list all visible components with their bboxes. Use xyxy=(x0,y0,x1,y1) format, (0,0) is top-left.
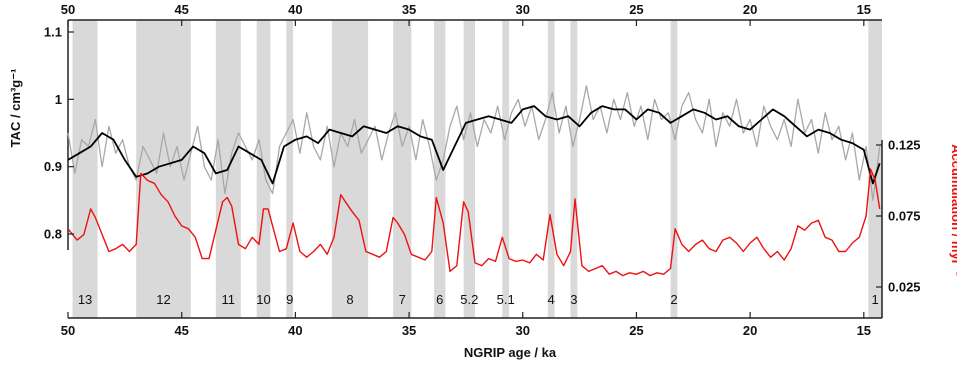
axis-ticks: 505045454040353530302525202015150.80.911… xyxy=(44,2,921,338)
x-tick-label-bottom: 30 xyxy=(516,323,530,338)
stadial-band xyxy=(393,20,412,318)
stadial-label: 9 xyxy=(286,292,293,307)
axes-frame xyxy=(67,19,883,319)
x-tick-label-top: 25 xyxy=(629,2,643,17)
stadial-band xyxy=(286,20,294,318)
stadial-label: 12 xyxy=(156,292,170,307)
stadial-band xyxy=(547,20,555,318)
x-tick-label-bottom: 40 xyxy=(288,323,302,338)
stadial-band xyxy=(463,20,475,318)
y-tick-label-left: 0.8 xyxy=(44,227,62,242)
x-tick-label-top: 50 xyxy=(61,2,75,17)
stadial-bands xyxy=(72,20,882,318)
x-tick-label-bottom: 50 xyxy=(61,323,75,338)
stadial-band xyxy=(670,20,678,318)
series-line-accumulation xyxy=(67,168,881,277)
stadial-label: 11 xyxy=(222,292,236,307)
x-tick-label-bottom: 25 xyxy=(629,323,643,338)
x-tick-label-bottom: 35 xyxy=(402,323,416,338)
stadial-band xyxy=(868,20,882,318)
stadial-band xyxy=(502,20,510,318)
y-tick-label-right: 0.025 xyxy=(888,280,921,295)
stadial-label: 6 xyxy=(436,292,443,307)
y-tick-label-left: 1 xyxy=(55,92,62,107)
x-tick-label-bottom: 15 xyxy=(857,323,871,338)
y-tick-label-left: 1.1 xyxy=(44,25,62,40)
stadial-label: 2 xyxy=(670,292,677,307)
stadial-band xyxy=(570,20,578,318)
right-y-axis-label: Accumulation / myr⁻¹ xyxy=(949,144,957,276)
x-tick-label-top: 20 xyxy=(743,2,757,17)
stadial-band xyxy=(136,20,191,318)
series-lines xyxy=(67,85,881,277)
y-tick-label-left: 0.9 xyxy=(44,159,62,174)
x-tick-label-top: 30 xyxy=(516,2,530,17)
stadial-label: 13 xyxy=(78,292,92,307)
series-line-tac-smoothed xyxy=(67,105,881,185)
stadial-label: 7 xyxy=(399,292,406,307)
x-tick-label-bottom: 20 xyxy=(743,323,757,338)
stadial-label: 1 xyxy=(872,292,879,307)
stadial-band xyxy=(331,20,369,318)
x-tick-label-top: 15 xyxy=(857,2,871,17)
stadial-band xyxy=(72,20,98,318)
x-tick-label-bottom: 45 xyxy=(174,323,188,338)
x-tick-label-top: 45 xyxy=(174,2,188,17)
x-tick-label-top: 35 xyxy=(402,2,416,17)
x-tick-label-top: 40 xyxy=(288,2,302,17)
stadial-label: 5.2 xyxy=(460,292,478,307)
x-axis-label: NGRIP age / ka xyxy=(464,345,557,360)
y-tick-label-right: 0.125 xyxy=(888,138,921,153)
stadial-label: 4 xyxy=(548,292,555,307)
stadial-label: 8 xyxy=(346,292,353,307)
stadial-labels: 13 12 11 10 9 8 7 6 5.2 5.1 4 3 2 1 xyxy=(78,292,879,307)
left-y-axis-label: TAC / cm³g⁻¹ xyxy=(8,69,23,148)
stadial-label: 10 xyxy=(256,292,270,307)
series-line-tac-raw xyxy=(67,85,881,201)
stadial-label: 3 xyxy=(570,292,577,307)
stadial-label: 5.1 xyxy=(497,292,515,307)
y-tick-label-right: 0.075 xyxy=(888,209,921,224)
